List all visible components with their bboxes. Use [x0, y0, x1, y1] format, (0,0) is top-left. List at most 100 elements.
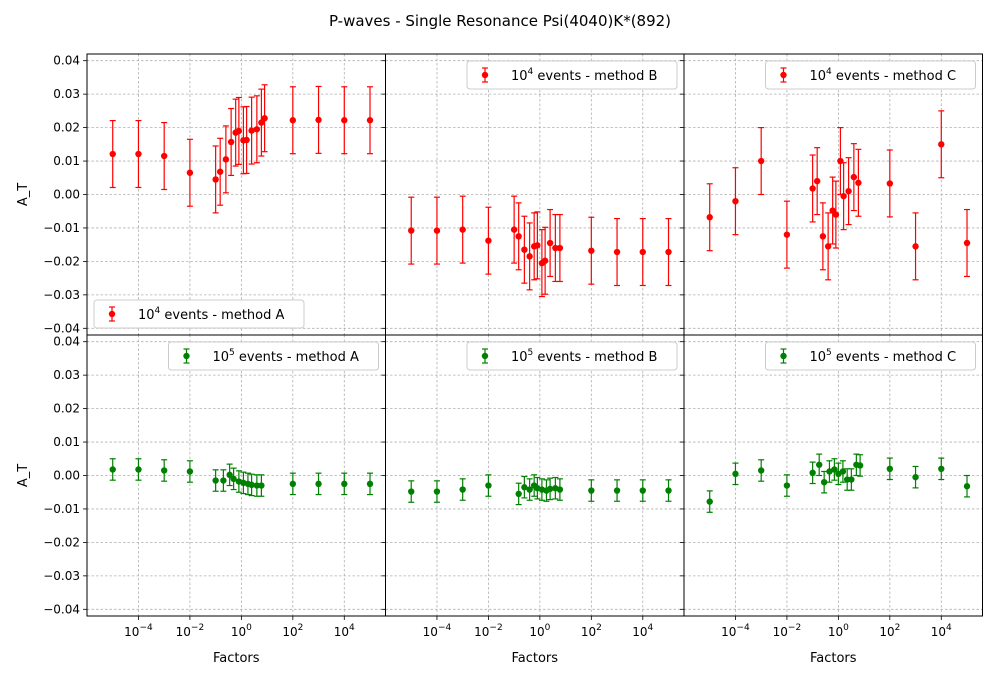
data-point: [757, 467, 765, 474]
x-tick-label: 104: [334, 623, 355, 639]
subplot-3: 0.04 0.03 0.02 0.01 0.00 −0.01 −0.02 −0.03 −0.04…: [16, 334, 386, 666]
data-point: [226, 471, 233, 479]
legend-label: 104 events - method C: [810, 67, 957, 84]
data-point: [216, 168, 224, 175]
data-point: [408, 488, 415, 495]
data-point: [588, 487, 595, 494]
data-point: [855, 179, 862, 186]
data-point: [639, 248, 646, 256]
data-series: [408, 195, 672, 298]
x-axis-label: Factors: [810, 651, 857, 666]
data-point: [485, 237, 492, 244]
data-point: [938, 465, 945, 473]
data-point: [816, 461, 823, 468]
figure-title: P-waves - Single Resonance Psi(4040)K*(8…: [329, 12, 671, 30]
legend-label: 104 events - method A: [138, 306, 285, 323]
legend-marker: [481, 352, 489, 360]
legend-box: [168, 341, 379, 371]
data-point: [253, 482, 261, 489]
data-point: [341, 117, 348, 124]
data-point: [521, 484, 528, 491]
x-tick-label: 100: [231, 623, 252, 639]
x-axis-label: Factors: [213, 651, 260, 666]
data-point: [248, 127, 255, 134]
data-point: [212, 176, 219, 183]
gridlines: [385, 54, 684, 335]
data-point: [220, 477, 227, 484]
legend-marker: [108, 310, 116, 318]
x-tick-label: 10−4: [423, 623, 452, 639]
y-tick-label: 0.00: [53, 469, 80, 483]
data-point: [459, 226, 466, 233]
data-series: [109, 458, 374, 497]
data-point: [820, 478, 828, 486]
y-tick-label: 0.03: [53, 368, 80, 382]
data-point: [757, 157, 765, 165]
y-tick-label: −0.02: [43, 535, 80, 549]
data-point: [824, 243, 832, 250]
legend: 104 events - method B: [466, 60, 678, 90]
data-point: [613, 248, 621, 256]
data-point: [732, 197, 739, 205]
data-point: [706, 498, 713, 505]
y-tick-label: −0.04: [43, 321, 80, 335]
data-point: [515, 233, 522, 240]
y-tick-label: 0.04: [53, 335, 80, 349]
data-point: [366, 480, 374, 488]
data-point: [809, 469, 816, 477]
data-series: [408, 474, 672, 506]
data-point: [963, 239, 971, 247]
data-point: [526, 486, 533, 493]
legend-box: [765, 60, 976, 90]
data-point: [248, 481, 255, 489]
data-point: [912, 473, 919, 481]
data-point: [315, 116, 322, 124]
x-tick-label: 10−2: [176, 623, 205, 639]
data-point: [253, 126, 261, 133]
data-point: [886, 180, 894, 187]
y-tick-label: 0.00: [53, 188, 80, 202]
data-point: [521, 246, 528, 253]
x-tick-label: 10−2: [474, 623, 503, 639]
data-point: [556, 244, 564, 252]
data-point: [235, 127, 243, 135]
gridlines: [385, 335, 684, 616]
subplot-4: 10−4 10−2 100 102 104 Factors 105 events - met…: [381, 334, 685, 666]
data-point: [546, 239, 554, 247]
legend-marker: [780, 352, 787, 360]
data-point: [261, 115, 268, 122]
subplot-0: 0.04 0.03 0.02 0.01 0.00 −0.01 −0.02 −0.03 −0.04…: [16, 53, 386, 339]
data-point: [459, 486, 466, 493]
x-tick-label: 10−4: [124, 623, 153, 639]
legend: 105 events - method C: [765, 341, 976, 371]
y-tick-label: −0.03: [43, 569, 80, 583]
data-point: [186, 169, 194, 176]
subplot-frame: [683, 334, 983, 617]
legend: 104 events - method A: [93, 299, 305, 329]
y-tick-label: 0.01: [53, 435, 80, 449]
legend-box: [466, 60, 678, 90]
y-tick-label: 0.02: [53, 121, 80, 135]
data-point: [243, 136, 250, 144]
legend-label: 105 events - method C: [810, 348, 957, 365]
x-tick-label: 102: [282, 623, 303, 639]
data-point: [732, 470, 739, 478]
data-point: [534, 242, 541, 249]
data-point: [665, 487, 672, 494]
data-point: [408, 227, 415, 234]
data-point: [186, 468, 194, 475]
subplot-5: 10−4 10−2 100 102 104 Factors 105 events - met…: [680, 334, 983, 666]
data-point: [341, 480, 348, 488]
subplot-2: 104 events - method C: [680, 53, 983, 339]
data-point: [845, 187, 852, 195]
legend-box: [765, 341, 976, 371]
data-point: [366, 117, 374, 124]
y-tick-label: −0.04: [43, 602, 80, 616]
data-point: [783, 482, 791, 489]
data-point: [433, 227, 441, 234]
data-series: [706, 110, 971, 281]
data-point: [665, 248, 672, 256]
y-tick-label: −0.01: [43, 221, 80, 235]
legend-label: 105 events - method A: [213, 348, 360, 365]
